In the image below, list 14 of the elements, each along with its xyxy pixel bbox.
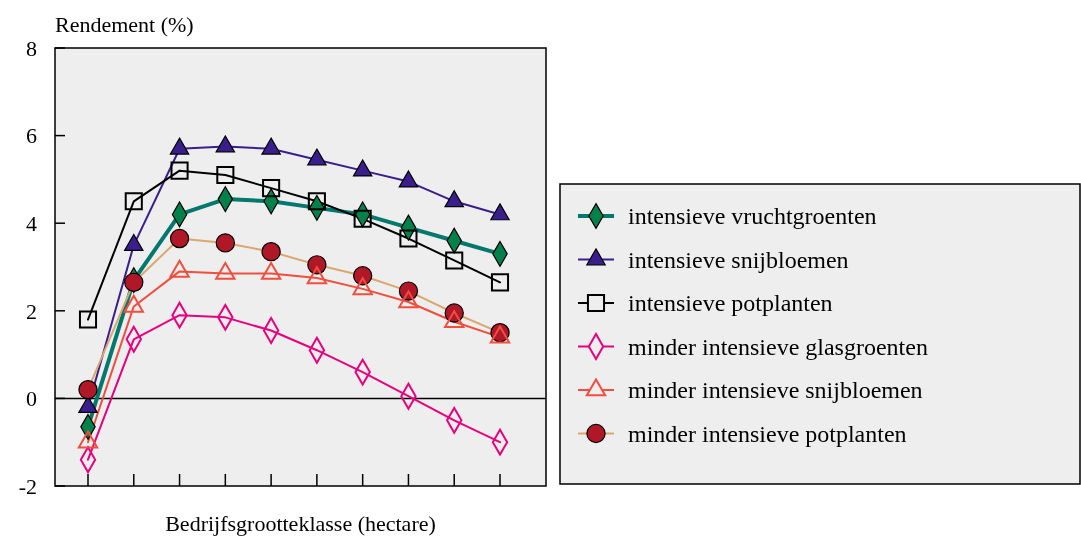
legend-label: intensieve snijbloemen	[628, 246, 849, 273]
legend-label: intensieve vruchtgroenten	[628, 203, 877, 230]
legend-label: minder intensieve snijbloemen	[628, 377, 923, 404]
y-tick-label: 4	[26, 210, 37, 236]
y-tick-label: 2	[26, 298, 37, 324]
y-tick-label: 0	[26, 386, 37, 412]
y-tick-label: 6	[26, 123, 37, 149]
y-axis-title: Rendement (%)	[55, 12, 194, 37]
y-tick-label: 8	[26, 35, 37, 61]
legend-label: intensieve potplanten	[628, 290, 833, 317]
x-axis-title: Bedrijfsgrootteklasse (hectare)	[165, 511, 436, 536]
legend-label: minder intensieve glasgroenten	[628, 333, 928, 360]
legend-label: minder intensieve potplanten	[628, 420, 907, 447]
y-tick-label: -2	[18, 473, 37, 499]
